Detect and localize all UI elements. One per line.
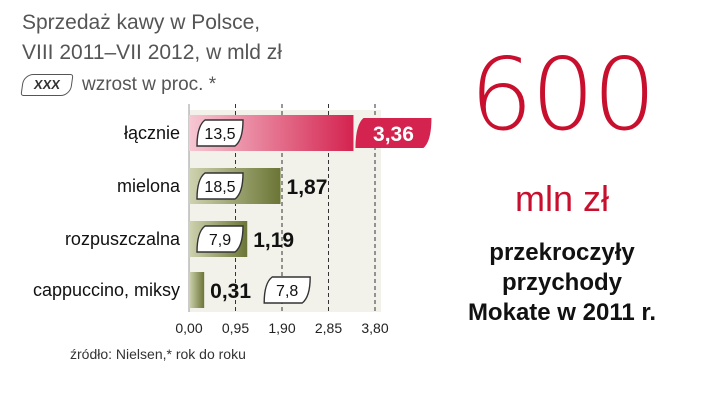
- chart-title: Sprzedaż kawy w Polsce, VIII 2011–VII 20…: [22, 8, 282, 68]
- caption-line-3: Mokate w 2011 r.: [467, 299, 657, 326]
- title-line-2: VIII 2011–VII 2012, w mld zł: [22, 41, 282, 64]
- x-tick-label: 2,85: [315, 320, 342, 336]
- value-box: [355, 118, 432, 148]
- x-tick-label: 3,80: [361, 320, 388, 336]
- category-label: mielona: [117, 176, 181, 196]
- value-label: 0,31: [210, 280, 251, 303]
- growth-box: [196, 119, 244, 147]
- growth-box: [196, 225, 244, 253]
- highlight-number: 600: [469, 36, 657, 153]
- x-tick-label: 0,00: [175, 320, 202, 336]
- growth-label: 7,9: [209, 232, 231, 249]
- caption-line-1: przekroczyły: [489, 239, 635, 266]
- growth-box: [196, 172, 244, 200]
- growth-box: [263, 276, 311, 304]
- legend-text: wzrost w proc. *: [82, 74, 217, 95]
- x-tick-label: 0,95: [222, 320, 249, 336]
- bar: [189, 272, 205, 308]
- category-label: cappuccino, miksy: [33, 280, 180, 300]
- legend: XXX wzrost w proc. *: [20, 72, 217, 98]
- source-note: źródło: Nielsen,* rok do roku: [70, 346, 246, 362]
- bar-chart: 0,00 0,95 1,90 2,85 3,80 łącznie 13,5 3,36 mielo…: [33, 104, 432, 336]
- x-tick-label: 1,90: [268, 320, 295, 336]
- title-line-1: Sprzedaż kawy w Polsce,: [22, 11, 261, 34]
- category-label: rozpuszczalna: [65, 229, 181, 249]
- value-label: 3,36: [373, 123, 414, 146]
- highlight-unit: mln zł: [514, 178, 609, 219]
- growth-label: 7,8: [276, 283, 298, 300]
- caption-line-2: przychody: [501, 269, 623, 296]
- category-label: łącznie: [124, 123, 180, 143]
- growth-label: 13,5: [204, 126, 235, 143]
- value-label: 1,87: [287, 176, 328, 199]
- value-label: 1,19: [253, 229, 294, 252]
- growth-label: 18,5: [204, 179, 235, 196]
- highlight-caption: przekroczyły przychody Mokate w 2011 r.: [452, 238, 672, 328]
